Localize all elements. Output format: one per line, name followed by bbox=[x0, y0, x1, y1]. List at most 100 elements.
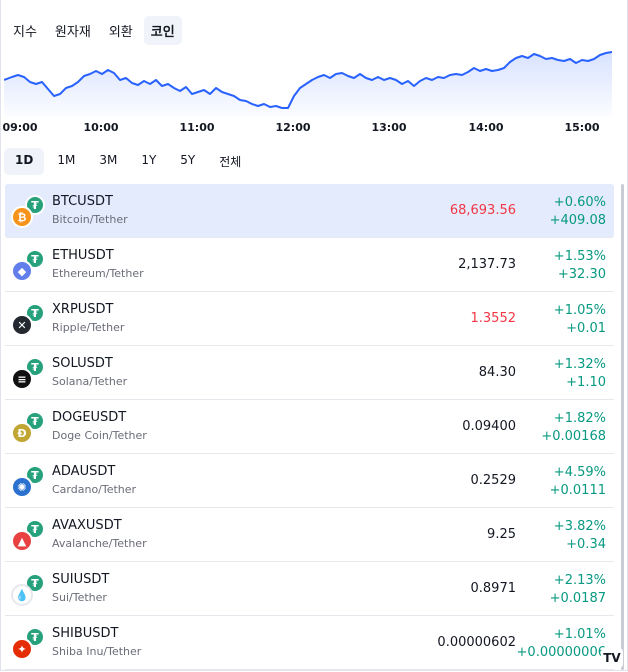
tab-commodities[interactable]: 원자재 bbox=[54, 25, 91, 40]
tab-indices[interactable]: 지수 bbox=[13, 25, 37, 40]
coin-change: +1.82% +0.00168 bbox=[541, 410, 606, 446]
coin-price: 0.2529 bbox=[470, 473, 517, 488]
coin-description: Bitcoin/Tether bbox=[52, 213, 128, 226]
coin-description: Doge Coin/Tether bbox=[52, 429, 147, 442]
coin-row-solusdt[interactable]: ₮ ≡ SOLUSDT Solana/Tether 84.30 +1.32% +1.10 bbox=[5, 346, 614, 400]
change-percent: +2.13% bbox=[553, 573, 606, 588]
time-label: 10:00 bbox=[83, 121, 119, 134]
coin-symbol: ADAUSDT bbox=[52, 464, 116, 479]
coin-change: +1.01% +0.00000006 bbox=[517, 626, 606, 662]
coin-price: 84.30 bbox=[478, 365, 516, 380]
coin-icon-group: ₮ ◆ bbox=[11, 248, 45, 282]
coin-change: +1.32% +1.10 bbox=[554, 356, 606, 392]
range-3m-button[interactable]: 3M bbox=[99, 153, 118, 167]
coin-symbol: ETHUSDT bbox=[52, 248, 114, 263]
change-percent: +1.82% bbox=[553, 411, 606, 426]
change-absolute: +0.00000006 bbox=[516, 645, 606, 660]
coin-description: Sui/Tether bbox=[52, 591, 107, 604]
coin-description: Cardano/Tether bbox=[52, 483, 137, 496]
coin-row-adausdt[interactable]: ₮ ✺ ADAUSDT Cardano/Tether 0.2529 +4.59% +0.01… bbox=[5, 454, 614, 508]
coin-change: +3.82% +0.34 bbox=[554, 518, 606, 554]
change-absolute: +0.01 bbox=[566, 321, 606, 336]
coin-change: +0.60% +409.08 bbox=[550, 194, 606, 230]
solana-icon: ≡ bbox=[11, 368, 33, 390]
range-5y-button[interactable]: 5Y bbox=[180, 153, 196, 167]
coin-price: 0.00000602 bbox=[437, 635, 516, 650]
coin-price: 0.8971 bbox=[470, 581, 517, 596]
change-percent: +3.82% bbox=[553, 519, 606, 534]
coin-description: Avalanche/Tether bbox=[52, 537, 147, 550]
coin-price: 1.3552 bbox=[470, 311, 517, 326]
coin-description: Solana/Tether bbox=[52, 375, 128, 388]
range-all-button[interactable]: 전체 bbox=[219, 155, 242, 169]
coin-icon-group: ₮ ▲ bbox=[11, 518, 45, 552]
bitcoin-icon: ₿ bbox=[11, 206, 33, 228]
coin-icon-group: ₮ ✕ bbox=[11, 302, 45, 336]
coin-icon-group: ₮ ₿ bbox=[11, 194, 45, 228]
tradingview-logo[interactable]: TV bbox=[601, 648, 623, 668]
time-label: 15:00 bbox=[564, 121, 600, 134]
change-absolute: +0.0187 bbox=[549, 591, 606, 606]
coin-description: Shiba Inu/Tether bbox=[52, 645, 142, 658]
price-area bbox=[4, 52, 612, 116]
coin-row-ethusdt[interactable]: ₮ ◆ ETHUSDT Ethereum/Tether 2,137.73 +1.53% +3… bbox=[5, 238, 614, 292]
coin-description: Ripple/Tether bbox=[52, 321, 125, 334]
change-percent: +1.32% bbox=[553, 357, 606, 372]
time-label: 12:00 bbox=[275, 121, 311, 134]
coin-row-shibusdt[interactable]: ₮ ✦ SHIBUSDT Shiba Inu/Tether 0.00000602 +1.0… bbox=[5, 616, 614, 670]
coin-row-dogeusdt[interactable]: ₮ Ð DOGEUSDT Doge Coin/Tether 0.09400 +1.82% +… bbox=[5, 400, 614, 454]
time-label: 11:00 bbox=[179, 121, 215, 134]
coin-symbol: DOGEUSDT bbox=[52, 410, 127, 425]
coin-symbol: SOLUSDT bbox=[52, 356, 113, 371]
coin-symbol: BTCUSDT bbox=[52, 194, 113, 209]
coin-price: 9.25 bbox=[487, 527, 516, 542]
coin-icon-group: ₮ 💧 bbox=[11, 572, 45, 606]
coin-change: +1.05% +0.01 bbox=[554, 302, 606, 338]
coin-symbol: XRPUSDT bbox=[52, 302, 114, 317]
category-tabs: 지수 원자재 외환 코인 bbox=[6, 16, 182, 45]
coin-list: ₮ ₿ BTCUSDT Bitcoin/Tether 68,693.56 +0.60% +4… bbox=[5, 184, 614, 670]
change-absolute: +0.34 bbox=[566, 537, 606, 552]
coin-change: +4.59% +0.0111 bbox=[550, 464, 606, 500]
time-label: 09:00 bbox=[2, 121, 38, 134]
coin-row-suiusdt[interactable]: ₮ 💧 SUIUSDT Sui/Tether 0.8971 +2.13% +0.0187 bbox=[5, 562, 614, 616]
price-line bbox=[4, 51, 612, 109]
avalanche-icon: ▲ bbox=[11, 530, 33, 552]
coin-row-avaxusdt[interactable]: ₮ ▲ AVAXUSDT Avalanche/Tether 9.25 +3.82% +0.3… bbox=[5, 508, 614, 562]
tab-crypto[interactable]: 코인 bbox=[143, 16, 182, 45]
cardano-icon: ✺ bbox=[11, 476, 33, 498]
coin-icon-group: ₮ ≡ bbox=[11, 356, 45, 390]
time-label: 14:00 bbox=[468, 121, 504, 134]
dogecoin-icon: Ð bbox=[11, 422, 33, 444]
range-1y-button[interactable]: 1Y bbox=[141, 153, 157, 167]
shiba-inu-icon: ✦ bbox=[11, 638, 33, 660]
coin-price: 0.09400 bbox=[462, 419, 516, 434]
range-1m-button[interactable]: 1M bbox=[57, 153, 76, 167]
coin-icon-group: ₮ Ð bbox=[11, 410, 45, 444]
coin-row-xrpusdt[interactable]: ₮ ✕ XRPUSDT Ripple/Tether 1.3552 +1.05% +0.01 bbox=[5, 292, 614, 346]
ethereum-icon: ◆ bbox=[11, 260, 33, 282]
coin-icon-group: ₮ ✺ bbox=[11, 464, 45, 498]
change-percent: +1.01% bbox=[553, 627, 606, 642]
range-1d-button[interactable]: 1D bbox=[4, 148, 45, 175]
range-selector: 1D 1M 3M 1Y 5Y 전체 bbox=[4, 148, 252, 175]
coin-description: Ethereum/Tether bbox=[52, 267, 144, 280]
change-absolute: +1.10 bbox=[566, 375, 606, 390]
sui-icon: 💧 bbox=[11, 584, 33, 606]
coin-change: +2.13% +0.0187 bbox=[550, 572, 606, 608]
coin-symbol: SUIUSDT bbox=[52, 572, 110, 587]
price-chart[interactable] bbox=[4, 44, 612, 116]
coin-row-btcusdt[interactable]: ₮ ₿ BTCUSDT Bitcoin/Tether 68,693.56 +0.60% +4… bbox=[5, 184, 614, 238]
xrp-icon: ✕ bbox=[11, 314, 33, 336]
change-absolute: +409.08 bbox=[549, 213, 606, 228]
tab-forex[interactable]: 외환 bbox=[108, 25, 133, 40]
coin-price: 2,137.73 bbox=[458, 257, 516, 272]
change-percent: +1.05% bbox=[553, 303, 606, 318]
coin-change: +1.53% +32.30 bbox=[554, 248, 606, 284]
coin-icon-group: ₮ ✦ bbox=[11, 626, 45, 660]
change-percent: +1.53% bbox=[553, 249, 606, 264]
coin-price: 68,693.56 bbox=[449, 203, 516, 218]
scrollbar[interactable] bbox=[621, 184, 624, 670]
change-percent: +4.59% bbox=[553, 465, 606, 480]
time-axis: 09:00 10:00 11:00 12:00 13:00 14:00 15:0… bbox=[0, 121, 620, 137]
